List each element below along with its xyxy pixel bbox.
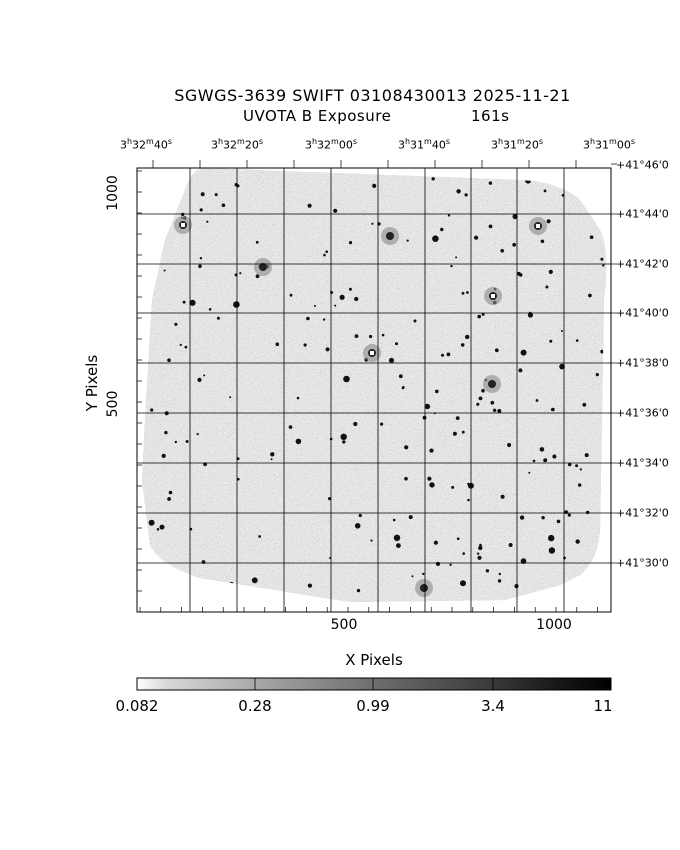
exposure-time: 161s bbox=[471, 107, 510, 125]
dec-label: +41°40'0 bbox=[616, 306, 669, 320]
dec-label: +41°44'0 bbox=[616, 207, 669, 221]
x-tick-label: 1000 bbox=[536, 617, 572, 633]
axis-ticks bbox=[137, 160, 617, 613]
ra-label: 3h32m00s bbox=[304, 137, 358, 152]
x-tick-label: 500 bbox=[330, 617, 358, 633]
colorbar-label: 0.99 bbox=[356, 697, 390, 715]
colorbar-label: 0.28 bbox=[238, 697, 272, 715]
dec-label: +41°36'0 bbox=[616, 406, 669, 420]
ra-label: 3h31m40s bbox=[397, 137, 451, 152]
x-axis-title: X Pixels bbox=[345, 651, 403, 669]
star-sources bbox=[143, 171, 605, 597]
dec-label: +41°46'0 bbox=[616, 158, 669, 172]
coordinate-grid bbox=[137, 168, 611, 612]
image-subtitle: UVOTA B Exposure 161s bbox=[243, 107, 509, 125]
y-axis-title: Y Pixels bbox=[83, 354, 101, 412]
dec-label: +41°34'0 bbox=[616, 456, 669, 470]
y-tick-label: 500 bbox=[105, 390, 121, 418]
colorbar bbox=[136, 677, 612, 691]
dec-label: +41°42'0 bbox=[616, 257, 669, 271]
dec-label: +41°32'0 bbox=[616, 506, 669, 520]
image-title: SGWGS-3639 SWIFT 03108430013 2025-11-21 bbox=[174, 86, 571, 105]
y-tick-label: 1000 bbox=[105, 175, 121, 211]
colorbar-label: 11 bbox=[593, 697, 613, 715]
colorbar-label: 0.082 bbox=[115, 697, 159, 715]
exposure-field bbox=[142, 168, 607, 602]
plot-frame bbox=[136, 167, 612, 613]
filter-label: UVOTA B Exposure bbox=[243, 107, 392, 125]
colorbar-label: 3.4 bbox=[481, 697, 505, 715]
dec-label: +41°30'0 bbox=[616, 556, 669, 570]
ra-label: 3h31m20s bbox=[490, 137, 544, 152]
colorbar-ticks bbox=[254, 678, 494, 690]
ra-label: 3h32m40s bbox=[119, 137, 173, 152]
ra-label: 3h32m20s bbox=[210, 137, 264, 152]
dec-label: +41°38'0 bbox=[616, 356, 669, 370]
ra-label: 3h31m00s bbox=[582, 137, 636, 152]
